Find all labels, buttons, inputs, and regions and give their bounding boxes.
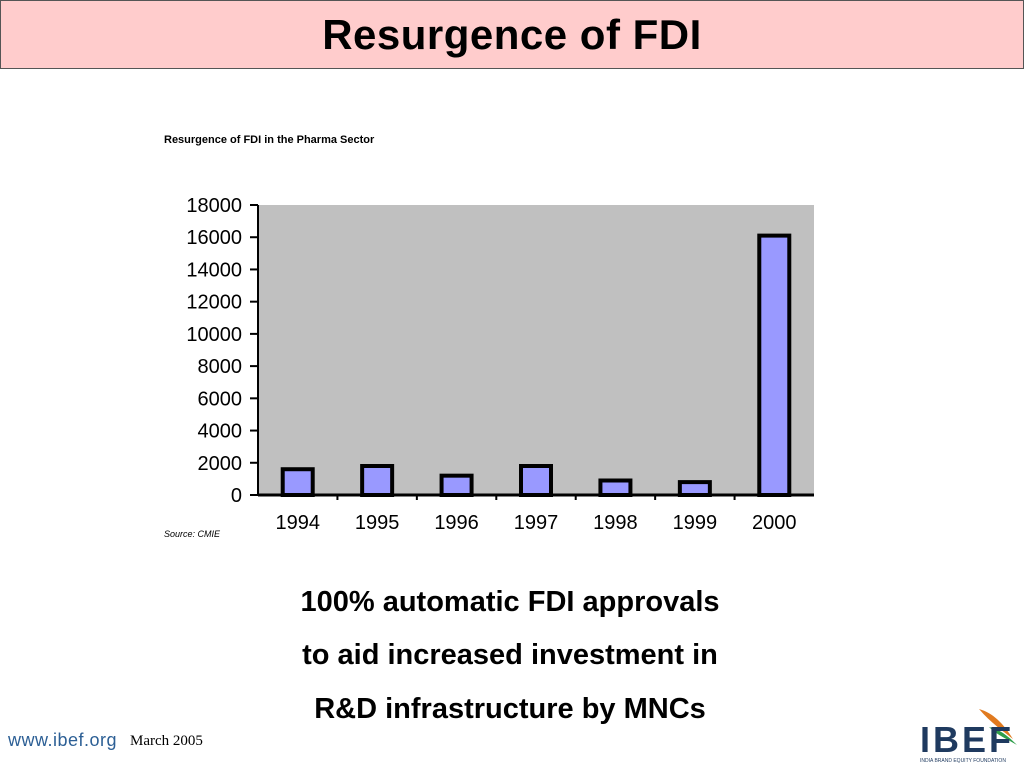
bar-2000	[757, 233, 792, 497]
bar-chart: 18000 16000 14000 12000 10000 8000 6000 4000 200…	[186, 195, 814, 534]
y-tick-label: 16000	[186, 227, 242, 249]
bird-icon	[979, 709, 1017, 745]
bar-1999	[677, 480, 712, 498]
y-tick-label: 0	[231, 485, 242, 507]
x-tick-label: 1999	[673, 512, 718, 534]
slide-title: Resurgence of FDI	[322, 10, 702, 58]
x-tick-label: 1998	[593, 512, 638, 534]
x-tick-label: 2000	[752, 512, 797, 534]
bar-1996	[439, 473, 474, 497]
x-tick-label: 1996	[434, 512, 479, 534]
bar-1995	[360, 464, 395, 497]
footer-url-link[interactable]: www.ibef.org	[8, 730, 118, 750]
bullet-line-3: R&D infrastructure by MNCs	[314, 693, 706, 725]
footer-date: March 2005	[130, 733, 203, 749]
x-tick-label: 1997	[514, 512, 559, 534]
y-tick-label: 4000	[198, 421, 243, 443]
y-tick-label: 12000	[186, 292, 242, 314]
title-bar: Resurgence of FDI	[0, 0, 1024, 69]
y-tick-label: 14000	[186, 259, 242, 281]
chart-source: Source: CMIE	[164, 529, 221, 539]
ibef-logo: IBEF INDIA BRAND EQUITY FOUNDATION	[915, 705, 1023, 767]
bullet-line-2: to aid increased investment in	[302, 639, 718, 671]
bar-1997	[519, 464, 553, 497]
bar-1994	[280, 467, 315, 498]
x-tick-label: 1995	[355, 512, 400, 534]
bullet-line-1: 100% automatic FDI approvals	[300, 586, 720, 618]
logo-text: IBEF	[920, 719, 1015, 760]
bar-1998	[598, 478, 633, 497]
chart-title: Resurgence of FDI in the Pharma Sector	[164, 134, 375, 146]
y-tick-label: 10000	[186, 324, 242, 346]
y-tick-label: 2000	[198, 453, 243, 475]
x-tick-label: 1994	[275, 512, 320, 534]
logo-subtext: INDIA BRAND EQUITY FOUNDATION	[920, 758, 1006, 764]
y-tick-label: 8000	[198, 356, 243, 378]
y-tick-label: 18000	[186, 195, 242, 217]
plot-area	[258, 205, 814, 495]
y-tick-label: 6000	[198, 388, 243, 410]
